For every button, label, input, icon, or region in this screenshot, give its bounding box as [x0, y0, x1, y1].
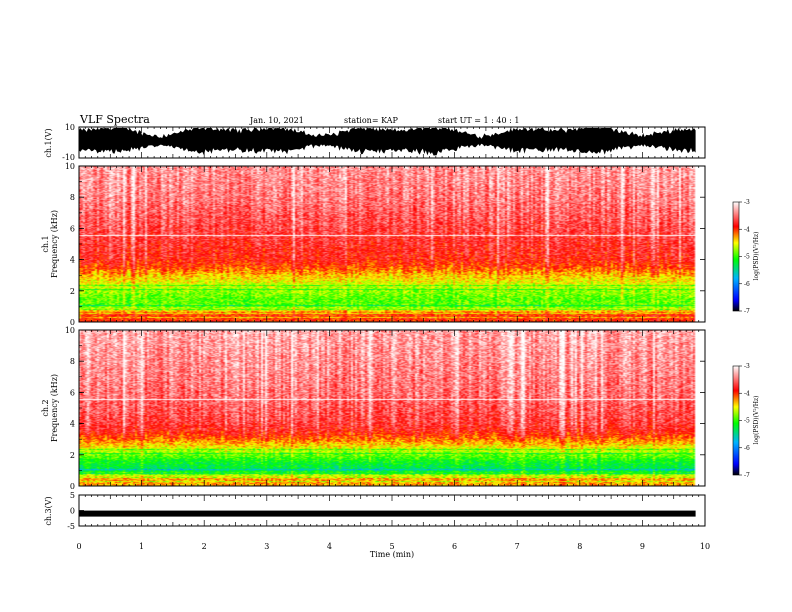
colorbar-tick-label: -4 [744, 226, 750, 233]
colorbar-tick-label: -7 [744, 308, 750, 315]
x-tick-label: 2 [202, 542, 207, 551]
ch3-waveform-trace [79, 510, 696, 517]
colorbar-tick-label: -5 [744, 254, 750, 261]
colorbar-tick-label: -6 [744, 281, 750, 288]
ch1-waveform-panel: 10 -10 ch.1(V) [44, 123, 706, 162]
x-axis-label: Time (min) [370, 550, 414, 559]
x-tick-label: 3 [264, 542, 269, 551]
y-tick-label: 2 [70, 287, 75, 296]
y-tick-label: 4 [70, 256, 75, 265]
y-tick-label: 0 [70, 318, 75, 327]
ch1-spectrogram-image [79, 166, 705, 322]
ch1-channel-label: ch.1 [41, 235, 50, 252]
ch2-channel-label: ch.2 [41, 399, 50, 416]
y-tick-label: 10 [65, 326, 75, 335]
ch2-colorbar-label: log(PSD)(V²/Hz) [753, 396, 760, 445]
y-tick-label: 10 [65, 162, 75, 171]
ch1-ytick-bottom: -10 [62, 153, 75, 162]
x-tick-label: 1 [139, 542, 144, 551]
y-tick-label: 8 [70, 193, 75, 202]
ch1-waveform-ylabel: ch.1(V) [44, 128, 53, 157]
ch3-y-tick-label: 5 [70, 491, 75, 500]
ch3-y-tick-label: -5 [67, 522, 75, 531]
ch1-colorbar-label: log(PSD)(V²/Hz) [753, 232, 760, 281]
y-tick-label: 2 [70, 451, 75, 460]
ch3-waveform-panel: 5 0 -5 ch.3(V) [44, 491, 706, 531]
y-tick-label: 4 [70, 420, 75, 429]
y-tick-label: 8 [70, 357, 75, 366]
ch2-colorbar [733, 366, 739, 475]
figure-title: VLF Spectra [79, 113, 150, 126]
ch2-frequency-ylabel: Frequency (kHz) [50, 374, 59, 442]
colorbar-tick-label: -3 [744, 199, 750, 206]
x-tick-label: 5 [389, 542, 394, 551]
ch3-y-tick-label: 0 [70, 507, 75, 516]
x-tick-label: 7 [515, 542, 520, 551]
x-tick-label: 9 [640, 542, 645, 551]
date-label: Jan. 10, 2021 [249, 116, 304, 125]
ch1-waveform-trace [79, 128, 696, 156]
x-tick-label: 0 [76, 542, 81, 551]
ch2-spectrogram-image [79, 330, 705, 486]
ch1-ytick-top: 10 [65, 123, 75, 132]
y-tick-label: 6 [70, 388, 75, 397]
x-tick-label: 6 [452, 542, 457, 551]
y-tick-label: 0 [70, 482, 75, 491]
colorbar-tick-label: -5 [744, 418, 750, 425]
start-time-label: start UT = 1 : 40 : 1 [438, 116, 519, 125]
colorbar-tick-label: -4 [744, 390, 750, 397]
ch3-waveform-ylabel: ch.3(V) [44, 496, 53, 525]
colorbar-tick-label: -3 [744, 363, 750, 370]
station-label: station= KAP [344, 116, 399, 125]
x-tick-label: 4 [327, 542, 332, 551]
x-tick-label: 10 [700, 542, 710, 551]
colorbar-tick-label: -7 [744, 472, 750, 479]
colorbar-tick-label: -6 [744, 445, 750, 452]
y-tick-label: 6 [70, 224, 75, 233]
ch1-frequency-ylabel: Frequency (kHz) [50, 210, 59, 278]
x-tick-label: 8 [577, 542, 582, 551]
ch1-colorbar [733, 202, 739, 311]
